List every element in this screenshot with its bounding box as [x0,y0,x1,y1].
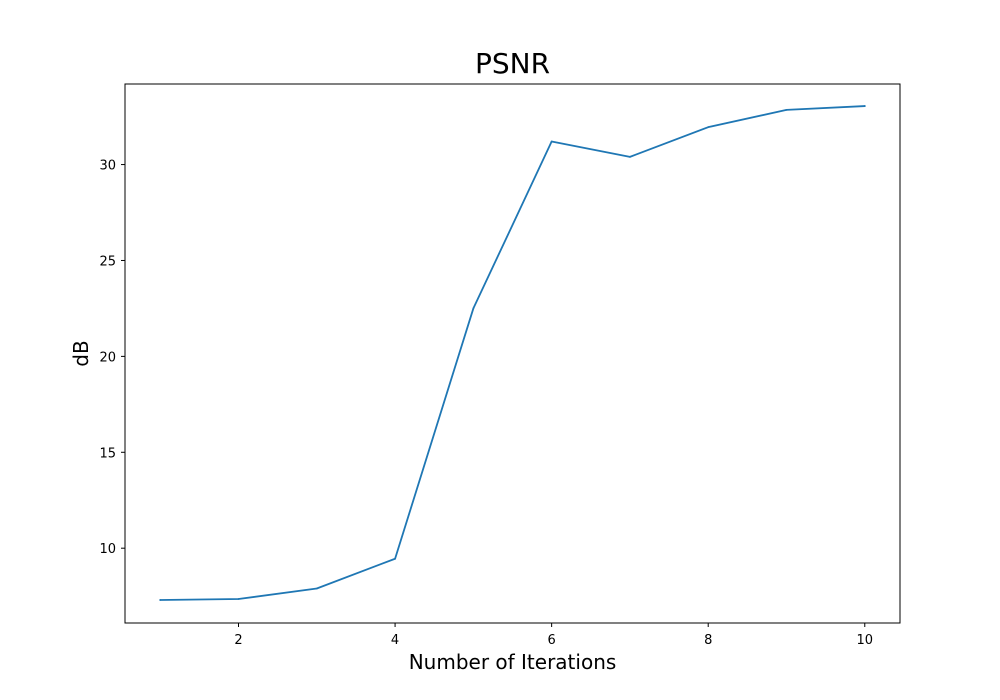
data-point [707,126,710,129]
x-axis-label: Number of Iterations [409,650,617,674]
y-tick-label: 30 [99,159,116,174]
y-axis: 10 15 20 25 30 [99,159,125,557]
x-tick-label: 6 [548,633,556,648]
x-tick-label: 8 [704,633,712,648]
data-point [550,140,553,143]
y-tick-label: 20 [99,350,116,365]
data-point [315,587,318,590]
data-point [394,557,396,560]
x-tick-label: 10 [856,633,873,648]
data-point [472,307,475,310]
series-layer [159,105,866,601]
y-tick-label: 15 [99,446,116,461]
y-axis-label: dB [69,340,93,366]
chart-title: PSNR [475,47,550,80]
data-point [159,599,162,601]
series-line [159,105,866,601]
y-tick-label: 10 [99,542,116,557]
data-point [629,155,631,158]
data-point [863,105,866,107]
data-point [785,108,788,111]
plot-frame [124,83,901,624]
x-tick-label: 2 [234,633,242,648]
data-point [237,598,240,600]
x-tick-label: 4 [391,633,399,648]
x-axis: 2 4 6 8 10 [234,623,873,648]
y-tick-label: 25 [99,254,116,269]
